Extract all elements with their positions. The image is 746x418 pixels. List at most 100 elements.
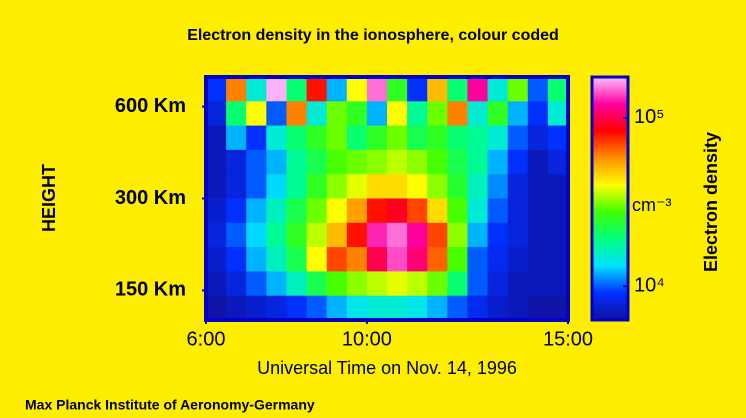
heatmap-cell <box>226 101 247 127</box>
heatmap-cell <box>507 295 529 321</box>
heatmap-cell <box>206 174 227 199</box>
heatmap-cell <box>387 149 408 175</box>
x-tick-label: 10:00 <box>342 328 392 350</box>
heatmap-cell <box>427 174 448 199</box>
heatmap-cell <box>366 271 388 297</box>
heatmap-cell <box>346 295 368 321</box>
heatmap-cell <box>527 247 549 272</box>
heatmap-cell <box>246 198 267 224</box>
heatmap-cell <box>527 295 549 321</box>
heatmap-cell <box>366 198 388 224</box>
heatmap-cell <box>407 77 428 102</box>
heatmap-cell <box>447 222 468 248</box>
heatmap-cell <box>326 271 348 297</box>
heatmap-cell <box>326 198 348 224</box>
y-tick-label: 300 Km <box>115 187 186 209</box>
heatmap-cell <box>507 101 529 127</box>
heatmap-cell <box>266 295 287 321</box>
heatmap-cell <box>226 174 247 199</box>
heatmap-cell <box>507 222 529 248</box>
colorbar-tick-label: 10⁵ <box>634 106 665 128</box>
heatmap-cell <box>366 295 388 321</box>
heatmap-cell <box>346 222 368 248</box>
y-axis-label: HEIGHT <box>39 164 59 232</box>
heatmap-cell <box>226 295 247 321</box>
heatmap-cell <box>387 247 408 272</box>
x-axis-label: Universal Time on Nov. 14, 1996 <box>257 358 517 378</box>
heatmap-cell <box>246 101 267 127</box>
x-tick-label: 6:00 <box>187 328 226 350</box>
heatmap-cell <box>206 271 227 297</box>
heatmap-cell <box>366 149 388 175</box>
heatmap-cell <box>206 149 227 175</box>
colorbar <box>590 75 630 322</box>
heatmap-cell <box>447 174 468 199</box>
heatmap-cell <box>487 174 509 199</box>
heatmap-cell <box>447 295 468 321</box>
heatmap-cell <box>206 222 227 248</box>
heatmap-cell <box>467 101 489 127</box>
heatmap-cell <box>346 174 368 199</box>
heatmap-cell <box>547 77 569 102</box>
heatmap-cell <box>407 271 428 297</box>
heatmap-cell <box>226 125 247 151</box>
heatmap-cell <box>447 101 468 127</box>
heatmap-cell <box>246 174 267 199</box>
heatmap-cell <box>266 101 287 127</box>
heatmap-cell <box>427 271 448 297</box>
heatmap-cell <box>246 222 267 248</box>
heatmap-cell <box>547 247 569 272</box>
heatmap-cell <box>246 247 267 272</box>
heatmap-cell <box>366 125 388 151</box>
heatmap-cell <box>206 295 227 321</box>
heatmap-cell <box>326 149 348 175</box>
heatmap-cell <box>407 174 428 199</box>
heatmap-cell <box>547 101 569 127</box>
heatmap-cell <box>366 77 388 102</box>
heatmap-cell <box>387 222 408 248</box>
heatmap-cell <box>527 222 549 248</box>
heatmap-cell <box>306 198 328 224</box>
heatmap-cell <box>427 101 448 127</box>
heatmap-cell <box>467 149 489 175</box>
heatmap-cell <box>266 198 287 224</box>
heatmap-cell <box>326 125 348 151</box>
heatmap-cell <box>266 174 287 199</box>
heatmap-cell <box>547 295 569 321</box>
heatmap-cell <box>427 149 448 175</box>
heatmap-cell <box>326 222 348 248</box>
heatmap-cell <box>507 247 529 272</box>
x-tick-label: 15:00 <box>543 328 593 350</box>
heatmap-cell <box>286 149 308 175</box>
heatmap-cell <box>266 247 287 272</box>
heatmap-cell <box>306 271 328 297</box>
heatmap-cell <box>507 271 529 297</box>
heatmap-cell <box>286 101 308 127</box>
heatmap-cell <box>547 149 569 175</box>
heatmap-cell <box>487 198 509 224</box>
y-tick-label: 150 Km <box>115 279 186 301</box>
heatmap-cell <box>407 222 428 248</box>
footer: Max Planck Institute of Aeronomy-Germany <box>25 397 315 413</box>
heatmap-cell <box>547 125 569 151</box>
heatmap-cell <box>527 174 549 199</box>
heatmap-cell <box>387 125 408 151</box>
heatmap-cell <box>547 174 569 199</box>
heatmap-cell <box>306 222 328 248</box>
heatmap-cell <box>326 295 348 321</box>
heatmap-cell <box>387 174 408 199</box>
heatmap-cell <box>527 125 549 151</box>
heatmap-cell <box>306 295 328 321</box>
heatmap-cell <box>246 295 267 321</box>
heatmap-cell <box>507 174 529 199</box>
heatmap-cell <box>266 271 287 297</box>
y-tick-label: 600 Km <box>115 95 186 117</box>
heatmap-cell <box>387 77 408 102</box>
heatmap-cell <box>206 125 227 151</box>
heatmap-cell <box>306 174 328 199</box>
heatmap-cell <box>206 77 227 102</box>
heatmap-cell <box>366 247 388 272</box>
heatmap-cell <box>246 271 267 297</box>
heatmap-cell <box>507 198 529 224</box>
